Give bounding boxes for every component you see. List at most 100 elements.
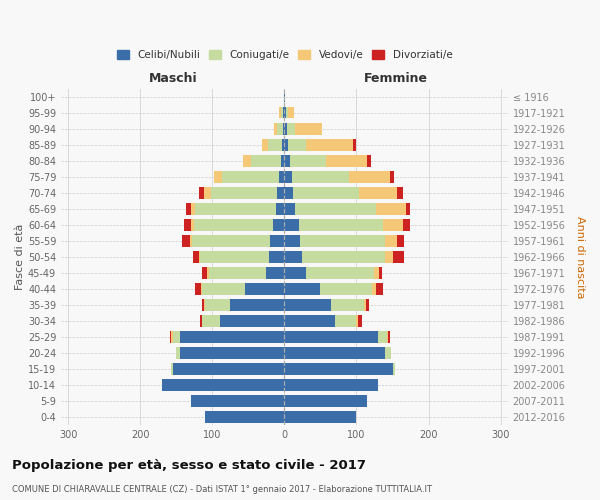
Bar [205,412,284,423]
Text: Popolazione per età, sesso e stato civile - 2017: Popolazione per età, sesso e stato civil… [12,458,366,471]
Bar [284,283,320,294]
Bar [406,203,410,214]
Bar [353,139,356,150]
Bar [331,299,364,310]
Bar [358,315,362,327]
Bar [220,315,284,327]
Bar [284,123,287,134]
Bar [335,315,356,327]
Bar [277,123,283,134]
Bar [284,251,302,262]
Bar [194,219,273,230]
Bar [284,187,293,198]
Bar [290,155,326,166]
Bar [391,171,394,182]
Bar [176,348,180,359]
Bar [306,139,353,150]
Bar [200,315,202,327]
Bar [223,171,278,182]
Bar [170,332,173,343]
Bar [284,348,385,359]
Bar [288,139,306,150]
Bar [302,251,385,262]
Bar [204,187,211,198]
Bar [284,364,392,375]
Bar [162,380,284,391]
Bar [287,123,295,134]
Bar [284,219,299,230]
Bar [277,187,284,198]
Text: Femmine: Femmine [364,72,428,86]
Bar [191,203,195,214]
Bar [364,299,366,310]
Bar [299,219,383,230]
Bar [295,203,376,214]
Bar [202,299,205,310]
Bar [295,123,322,134]
Bar [278,171,284,182]
Bar [385,235,397,246]
Bar [284,267,306,278]
Bar [209,267,266,278]
Bar [199,251,200,262]
Bar [244,155,251,166]
Bar [276,203,284,214]
Bar [293,187,359,198]
Bar [392,364,395,375]
Bar [280,107,281,118]
Bar [281,155,284,166]
Bar [214,171,223,182]
Bar [284,396,367,407]
Bar [292,171,349,182]
Bar [367,155,371,166]
Text: COMUNE DI CHIARAVALLE CENTRALE (CZ) - Dati ISTAT 1° gennaio 2017 - Elaborazione : COMUNE DI CHIARAVALLE CENTRALE (CZ) - Da… [12,485,432,494]
Bar [208,267,209,278]
Bar [269,251,284,262]
Bar [373,283,376,294]
Bar [195,203,276,214]
Bar [205,299,230,310]
Bar [211,187,277,198]
Bar [284,107,286,118]
Bar [274,123,277,134]
Bar [288,107,294,118]
Bar [182,235,190,246]
Bar [387,332,388,343]
Bar [359,187,397,198]
Y-axis label: Fasce di età: Fasce di età [15,224,25,290]
Bar [202,283,245,294]
Bar [284,332,378,343]
Legend: Celibi/Nubili, Coniugati/e, Vedovi/e, Divorziati/e: Celibi/Nubili, Coniugati/e, Vedovi/e, Di… [113,47,455,63]
Bar [284,91,285,102]
Bar [385,348,391,359]
Bar [300,235,385,246]
Bar [376,203,406,214]
Bar [266,267,284,278]
Bar [268,139,282,150]
Bar [195,283,201,294]
Bar [245,283,284,294]
Y-axis label: Anni di nascita: Anni di nascita [575,216,585,298]
Bar [376,283,383,294]
Bar [191,396,284,407]
Bar [251,155,281,166]
Bar [378,332,387,343]
Bar [286,107,288,118]
Bar [284,235,300,246]
Bar [184,219,191,230]
Bar [284,412,356,423]
Bar [283,123,284,134]
Bar [187,203,191,214]
Bar [230,299,284,310]
Bar [349,171,391,182]
Bar [193,251,199,262]
Bar [191,219,194,230]
Bar [284,315,335,327]
Bar [199,187,204,198]
Bar [170,364,173,375]
Bar [283,107,284,118]
Bar [202,267,208,278]
Bar [379,267,382,278]
Bar [173,332,180,343]
Bar [388,332,389,343]
